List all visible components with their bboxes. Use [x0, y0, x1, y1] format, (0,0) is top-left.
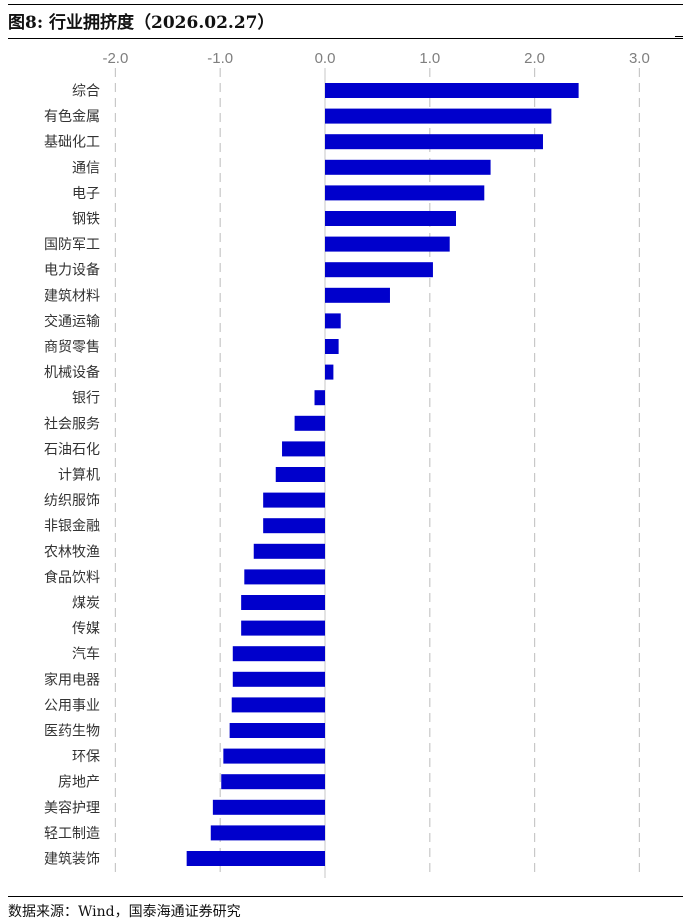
category-label: 石油石化	[44, 442, 100, 458]
x-tick-label: 1.0	[419, 50, 440, 67]
category-label: 交通运输	[44, 313, 100, 330]
category-label: 综合	[72, 84, 100, 100]
x-tick-label: 0.0	[315, 50, 336, 67]
bar	[244, 569, 325, 585]
bar	[325, 108, 552, 124]
source-note: 数据来源：Wind，国泰海通证券研究	[8, 904, 241, 920]
bar	[186, 851, 325, 866]
category-label: 钢铁	[72, 212, 100, 228]
bar	[325, 313, 341, 329]
bar	[210, 825, 325, 841]
category-label: 有色金属	[44, 108, 100, 125]
bar	[325, 236, 450, 252]
bar	[263, 518, 325, 534]
category-label: 煤炭	[72, 596, 100, 612]
category-label: 社会服务	[44, 416, 100, 432]
category-label: 基础化工	[44, 134, 100, 151]
x-tick-label: -1.0	[207, 50, 233, 67]
category-label: 电子	[72, 186, 100, 202]
bar	[232, 671, 325, 687]
x-tick-label: 3.0	[629, 50, 650, 67]
x-tick-label: 2.0	[524, 50, 545, 67]
category-label: 计算机	[58, 468, 100, 484]
category-label: 食品饮料	[44, 569, 100, 586]
category-label: 环保	[72, 749, 100, 765]
category-label: 电力设备	[44, 262, 100, 279]
bar	[325, 262, 433, 278]
category-label: 建筑装饰	[44, 852, 100, 868]
bar	[325, 134, 543, 150]
category-label: 轻工制造	[44, 826, 100, 842]
corner-mark	[675, 36, 683, 37]
bar	[263, 492, 325, 508]
category-label: 纺织服饰	[44, 493, 100, 509]
bar	[241, 595, 325, 610]
category-label: 非银金融	[44, 519, 100, 535]
bar	[325, 185, 485, 201]
bar	[282, 441, 325, 457]
bar	[325, 159, 491, 175]
x-tick-label: -2.0	[102, 50, 128, 67]
bar	[253, 543, 325, 559]
footer-rule	[8, 896, 683, 897]
category-label: 传媒	[72, 621, 100, 637]
bar	[223, 748, 325, 764]
bar	[275, 467, 325, 482]
bar	[325, 287, 390, 303]
category-label: 建筑材料	[44, 288, 100, 304]
title-underline	[8, 38, 683, 39]
bar	[294, 415, 325, 431]
category-label: 美容护理	[44, 799, 100, 816]
category-label: 国防军工	[44, 237, 100, 253]
top-rule	[8, 4, 683, 5]
bar	[221, 774, 325, 790]
bar	[325, 211, 456, 226]
bar	[232, 646, 325, 662]
category-label: 房地产	[58, 775, 100, 791]
bar	[325, 364, 334, 380]
bar	[229, 723, 325, 738]
bar	[325, 339, 339, 354]
category-label: 医药生物	[44, 724, 100, 740]
category-label: 家用电器	[44, 671, 100, 688]
category-label: 商贸零售	[44, 340, 100, 356]
bar	[231, 697, 325, 713]
bar	[314, 390, 325, 406]
chart-title: 图8: 行业拥挤度（2026.02.27）	[8, 13, 275, 33]
bar	[325, 83, 579, 98]
bar	[212, 799, 325, 815]
bar	[241, 620, 325, 636]
category-label: 汽车	[72, 646, 100, 663]
category-label: 农林牧渔	[44, 544, 100, 560]
category-label: 通信	[72, 160, 100, 176]
category-label: 公用事业	[44, 698, 100, 714]
category-label: 银行	[72, 391, 100, 407]
category-label: 机械设备	[44, 364, 100, 381]
